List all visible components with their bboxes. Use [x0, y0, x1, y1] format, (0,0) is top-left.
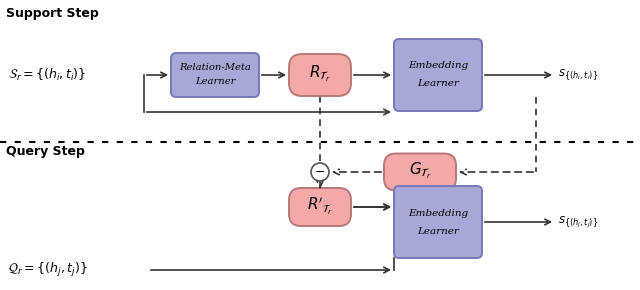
- FancyBboxPatch shape: [171, 53, 259, 97]
- Text: Learner: Learner: [195, 77, 235, 86]
- Text: Learner: Learner: [417, 79, 459, 88]
- Text: Relation-Meta: Relation-Meta: [179, 64, 251, 72]
- FancyBboxPatch shape: [289, 54, 351, 96]
- Text: $\mathcal{S}_r = \{(h_i, t_i)\}$: $\mathcal{S}_r = \{(h_i, t_i)\}$: [8, 67, 86, 83]
- Circle shape: [311, 163, 329, 181]
- Text: $s_{\{(h_j,t_j)\}}$: $s_{\{(h_j,t_j)\}}$: [558, 214, 598, 230]
- FancyBboxPatch shape: [384, 153, 456, 191]
- FancyBboxPatch shape: [394, 186, 482, 258]
- Text: Embedding: Embedding: [408, 61, 468, 70]
- Text: $R'_{\mathcal{T}_r}$: $R'_{\mathcal{T}_r}$: [307, 195, 333, 217]
- Text: Support Step: Support Step: [6, 6, 99, 19]
- Text: Learner: Learner: [417, 226, 459, 235]
- FancyBboxPatch shape: [394, 39, 482, 111]
- Text: Embedding: Embedding: [408, 209, 468, 218]
- Text: $R_{\mathcal{T}_r}$: $R_{\mathcal{T}_r}$: [309, 64, 331, 84]
- FancyBboxPatch shape: [289, 188, 351, 226]
- Text: Query Step: Query Step: [6, 146, 85, 159]
- Text: $s_{\{(h_i,t_i)\}}$: $s_{\{(h_i,t_i)\}}$: [558, 67, 598, 83]
- Text: $G_{\mathcal{T}_r}$: $G_{\mathcal{T}_r}$: [408, 161, 431, 181]
- Text: −: −: [315, 166, 325, 179]
- Text: $\mathcal{Q}_r = \{(h_j, t_j)\}$: $\mathcal{Q}_r = \{(h_j, t_j)\}$: [8, 261, 88, 279]
